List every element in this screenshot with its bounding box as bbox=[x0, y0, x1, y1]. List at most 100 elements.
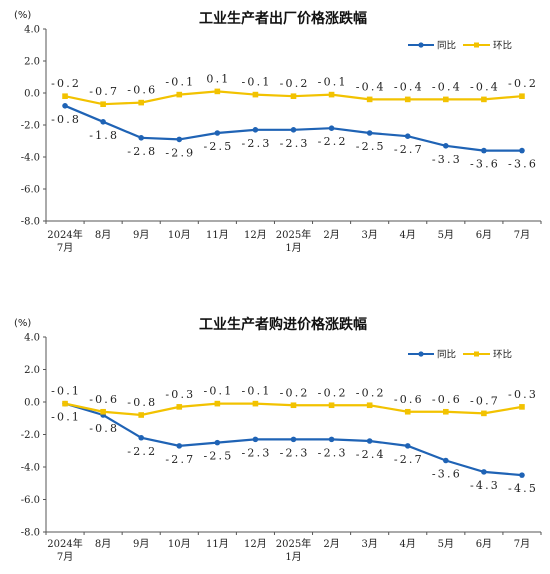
data-label-yoy: - 3 . 3 bbox=[432, 153, 460, 166]
point-mom bbox=[481, 410, 487, 417]
data-label-mom: - 0 . 4 bbox=[470, 80, 498, 93]
data-label-yoy: - 2 . 2 bbox=[318, 135, 346, 148]
point-yoy bbox=[100, 119, 106, 125]
point-mom bbox=[252, 91, 259, 98]
x-tick-label: 11月 bbox=[206, 538, 229, 550]
x-tick-label: 6月 bbox=[476, 229, 492, 241]
data-label-yoy: - 2 . 5 bbox=[203, 140, 231, 153]
point-yoy bbox=[481, 469, 487, 475]
data-label-yoy: - 2 . 7 bbox=[394, 143, 422, 156]
chart-title: 工业生产者购进价格涨跌幅 bbox=[199, 316, 367, 333]
point-yoy bbox=[481, 147, 487, 154]
plot-area: 4.0 2.0 0.0 -2.0 -4.0 -6.0 -8.0 2024年 7月 8月 9月 10月 1… bbox=[21, 333, 542, 563]
point-yoy bbox=[366, 438, 373, 444]
point-yoy bbox=[138, 434, 144, 441]
x-tick-label: 4月 bbox=[400, 229, 416, 241]
x-tick-label: 10月 bbox=[168, 538, 191, 550]
point-mom bbox=[290, 93, 297, 99]
ppi-purchase-chart: 工业生产者购进价格涨跌幅 (%) 同比 环比 4.0 2.0 0.0 -2.0 -4.0… bbox=[14, 316, 542, 563]
x-tick-label: 12月 bbox=[244, 538, 267, 550]
x-tick-label: 12月 bbox=[244, 229, 267, 241]
data-label-mom: - 0 . 2 bbox=[356, 386, 384, 399]
data-label-yoy: - 2 . 7 bbox=[394, 453, 422, 466]
data-label-mom: - 0 . 2 bbox=[508, 77, 536, 90]
point-yoy bbox=[62, 103, 68, 109]
x-tick-label: 2月 bbox=[323, 538, 339, 550]
x-tick-label: 8月 bbox=[95, 538, 111, 550]
data-label-mom: - 0 . 1 bbox=[51, 385, 79, 398]
data-label-mom: - 0 . 3 bbox=[165, 388, 193, 401]
point-yoy bbox=[252, 436, 259, 443]
y-tick-label: -4.0 bbox=[21, 463, 40, 474]
y-tick-label: -2.0 bbox=[21, 121, 40, 132]
y-unit-label: (%) bbox=[14, 318, 31, 329]
data-label-mom: - 0 . 2 bbox=[280, 386, 308, 399]
data-label-mom: - 0 . 2 bbox=[51, 77, 79, 90]
x-tick-label: 2025年 1月 bbox=[276, 228, 311, 254]
data-label-yoy: - 3 . 6 bbox=[432, 468, 460, 481]
point-yoy bbox=[519, 147, 525, 154]
data-label-mom: - 0 . 1 bbox=[165, 76, 193, 89]
data-label-yoy: - 0 . 8 bbox=[89, 422, 117, 435]
point-yoy bbox=[290, 436, 297, 443]
data-label-mom: - 0 . 6 bbox=[432, 393, 460, 406]
data-label-mom: - 0 . 1 bbox=[318, 76, 346, 89]
point-yoy bbox=[328, 125, 335, 131]
x-tick-label: 7月 bbox=[514, 538, 530, 550]
x-tick-label: 10月 bbox=[168, 229, 191, 241]
point-mom bbox=[481, 96, 487, 103]
x-tick-label: 2024年 7月 bbox=[47, 537, 82, 563]
legend-yoy-label: 同比 bbox=[437, 349, 456, 361]
x-tick-label: 5月 bbox=[438, 229, 454, 241]
y-tick-label: 4.0 bbox=[24, 333, 40, 344]
data-label-yoy: - 4 . 5 bbox=[508, 482, 536, 495]
point-yoy bbox=[404, 133, 411, 139]
chart-title: 工业生产者出厂价格涨跌幅 bbox=[199, 10, 367, 27]
data-label-yoy: - 3 . 6 bbox=[470, 158, 498, 171]
y-unit-label: (%) bbox=[14, 10, 31, 21]
data-label-yoy: - 1 . 8 bbox=[89, 129, 117, 142]
point-mom bbox=[404, 408, 411, 415]
y-tick-label: 0.0 bbox=[24, 89, 40, 100]
data-label-mom: - 0 . 2 bbox=[280, 77, 308, 90]
data-label-yoy: - 2 . 4 bbox=[356, 448, 384, 461]
data-label-yoy: - 0 . 8 bbox=[51, 113, 79, 126]
point-mom bbox=[62, 400, 68, 407]
data-label-yoy: - 0 . 1 bbox=[51, 411, 79, 424]
point-mom bbox=[366, 402, 373, 409]
x-tick-label: 2月 bbox=[323, 229, 339, 241]
x-tick-label: 8月 bbox=[95, 229, 111, 241]
data-label-mom: - 0 . 1 bbox=[203, 385, 231, 398]
x-tick-label: 2025年 1月 bbox=[276, 537, 311, 563]
data-label-mom: - 0 . 3 bbox=[508, 388, 536, 401]
point-mom bbox=[443, 408, 449, 415]
point-yoy bbox=[290, 127, 297, 133]
y-tick-label: -2.0 bbox=[21, 430, 40, 441]
point-mom bbox=[519, 93, 525, 99]
data-label-mom: - 0 . 4 bbox=[356, 80, 384, 93]
data-label-yoy: - 3 . 6 bbox=[508, 158, 536, 171]
ppi-output-chart: 工业生产者出厂价格涨跌幅 (%) 同比 环比 4.0 2.0 0.0 -2.0 -4.0… bbox=[14, 10, 542, 254]
data-label-mom: - 0 . 1 bbox=[242, 385, 270, 398]
x-tick-label: 2024年 7月 bbox=[47, 228, 82, 254]
y-tick-label: -8.0 bbox=[21, 528, 40, 539]
y-tick-label: -4.0 bbox=[21, 153, 40, 164]
data-label-mom: - 0 . 6 bbox=[394, 393, 422, 406]
data-label-yoy: - 2 . 2 bbox=[127, 445, 155, 458]
y-tick-label: -6.0 bbox=[21, 495, 40, 506]
data-label-mom: - 0 . 2 bbox=[318, 386, 346, 399]
point-yoy bbox=[214, 130, 221, 136]
point-mom bbox=[100, 101, 106, 107]
plot-area: 4.0 2.0 0.0 -2.0 -4.0 -6.0 -8.0 2024年 7月 8月 9月 10月 1… bbox=[21, 25, 542, 254]
point-mom bbox=[290, 402, 297, 409]
point-mom bbox=[138, 99, 144, 106]
point-yoy bbox=[138, 135, 144, 141]
data-label-yoy: - 2 . 8 bbox=[127, 145, 155, 158]
point-mom bbox=[138, 412, 144, 418]
legend-yoy-label: 同比 bbox=[437, 40, 456, 52]
point-mom bbox=[176, 404, 183, 410]
data-label-yoy: - 2 . 3 bbox=[242, 446, 270, 459]
x-tick-label: 4月 bbox=[400, 538, 416, 550]
point-yoy bbox=[404, 443, 411, 449]
y-tick-label: 2.0 bbox=[24, 365, 40, 376]
